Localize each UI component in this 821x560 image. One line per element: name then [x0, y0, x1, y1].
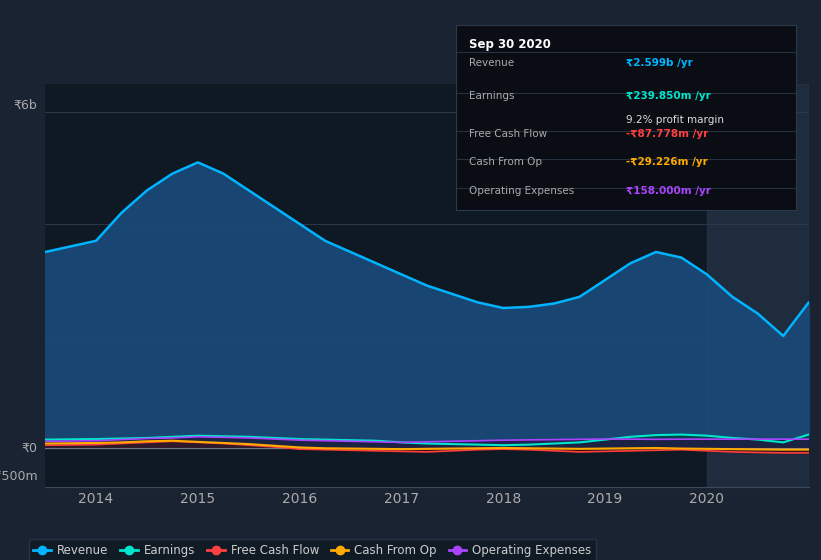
- Text: 9.2% profit margin: 9.2% profit margin: [626, 115, 724, 125]
- Text: ₹239.850m /yr: ₹239.850m /yr: [626, 91, 711, 101]
- Text: ₹2.599b /yr: ₹2.599b /yr: [626, 58, 693, 68]
- Text: -₹29.226m /yr: -₹29.226m /yr: [626, 157, 708, 167]
- Text: -₹87.778m /yr: -₹87.778m /yr: [626, 129, 709, 139]
- Text: ₹0: ₹0: [21, 441, 38, 455]
- Bar: [707, 84, 809, 487]
- Text: Sep 30 2020: Sep 30 2020: [470, 38, 551, 51]
- Legend: Revenue, Earnings, Free Cash Flow, Cash From Op, Operating Expenses: Revenue, Earnings, Free Cash Flow, Cash …: [29, 539, 596, 560]
- Text: Operating Expenses: Operating Expenses: [470, 186, 575, 196]
- Text: ₹158.000m /yr: ₹158.000m /yr: [626, 186, 711, 196]
- Text: ₹6b: ₹6b: [14, 99, 38, 112]
- Text: Cash From Op: Cash From Op: [470, 157, 543, 167]
- Text: Revenue: Revenue: [470, 58, 515, 68]
- Text: -₹500m: -₹500m: [0, 469, 38, 483]
- Text: Earnings: Earnings: [470, 91, 515, 101]
- Text: Free Cash Flow: Free Cash Flow: [470, 129, 548, 139]
